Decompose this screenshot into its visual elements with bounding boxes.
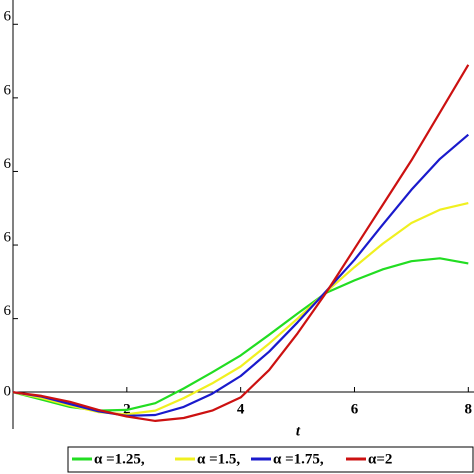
series-line [12,133,470,417]
y-tick-label: 6 [4,82,12,98]
x-tick-label: 4 [237,401,245,417]
series-line [12,202,469,416]
y-tick-label: 6 [4,303,12,319]
x-tick-label: 8 [465,401,473,417]
y-tick-label: 6 [4,229,12,245]
x-axis-label: t [296,423,301,439]
series-line [12,64,470,422]
y-tick-label: 6 [4,9,12,25]
y-tick-label: 0 [4,384,12,400]
legend-label: α=2 [368,451,392,467]
legend-box [67,446,474,473]
legend-label: α =1.25, [94,451,145,467]
legend-label: α =1.75, [273,451,324,467]
y-tick-label: 6 [4,156,12,172]
x-tick-label: 6 [351,401,359,417]
legend-label: α =1.5, [197,451,240,467]
